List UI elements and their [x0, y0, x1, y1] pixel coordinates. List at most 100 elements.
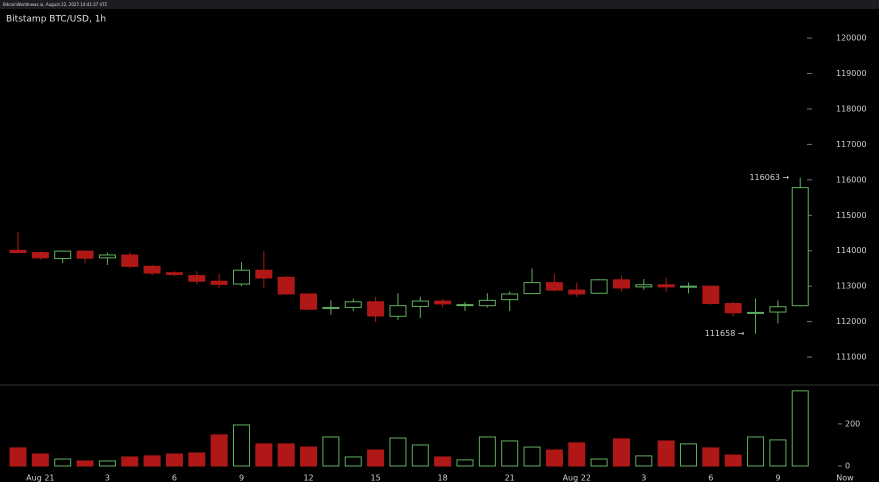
- candle-body: [456, 304, 474, 307]
- x-tick-label: 21: [505, 474, 515, 482]
- volume-bar: [165, 453, 183, 467]
- candle-body: [367, 301, 385, 317]
- candle-body: [434, 300, 452, 305]
- candle-body: [255, 269, 273, 279]
- candle-body: [277, 276, 295, 295]
- volume-bar: [233, 424, 250, 467]
- y-tick-label: 111000: [836, 353, 867, 362]
- chart-title: Bitstamp BTC/USD, 1h: [6, 15, 106, 25]
- x-tick-label: Aug 22: [563, 474, 591, 482]
- volume-bar: [300, 446, 318, 467]
- volume-bar: [434, 456, 452, 467]
- candle-body: [54, 250, 72, 260]
- candle-body: [411, 300, 429, 307]
- volume-bar: [389, 437, 407, 467]
- candle-body: [165, 272, 183, 275]
- y-tick-label: 120000: [836, 34, 867, 43]
- volume-bar: [501, 440, 519, 467]
- candle-body: [680, 285, 697, 288]
- volume-bar: [31, 453, 49, 467]
- candle-body: [344, 301, 362, 308]
- candle-body: [210, 280, 228, 285]
- candle-body: [545, 282, 563, 291]
- candle-body: [188, 275, 206, 282]
- candle-body: [791, 187, 809, 307]
- x-end-label: Now: [836, 474, 854, 482]
- candle-body: [121, 254, 139, 267]
- y-tick-label: 117000: [836, 140, 867, 149]
- candle-body: [76, 250, 94, 259]
- volume-bar: [568, 442, 586, 467]
- volume-bar: [121, 456, 139, 467]
- volume-bar: [612, 438, 630, 467]
- candle-body: [769, 306, 787, 313]
- volume-bar: [367, 449, 385, 467]
- volume-bar: [747, 436, 765, 467]
- candle-body: [612, 279, 630, 289]
- volume-bar: [344, 456, 362, 467]
- volume-bar: [791, 390, 809, 467]
- candle-body: [233, 269, 250, 285]
- y-tick-label: 116000: [836, 175, 867, 184]
- x-tick-label: 18: [438, 474, 448, 482]
- x-tick-label: 9: [775, 474, 780, 482]
- y-tick-label: 114000: [836, 246, 867, 255]
- x-tick-label: 12: [303, 474, 313, 482]
- x-tick-label: 3: [641, 474, 646, 482]
- y-tick-label: 112000: [836, 317, 867, 326]
- volume-tick-label: 200: [845, 419, 860, 428]
- volume-bar: [680, 443, 697, 467]
- candle-body: [747, 311, 765, 314]
- candle-body: [702, 285, 720, 305]
- y-tick-label: 119000: [836, 69, 867, 78]
- volume-bar: [9, 447, 27, 467]
- candle-body: [501, 293, 519, 301]
- volume-bar: [255, 443, 273, 467]
- volume-bar: [545, 449, 563, 467]
- volume-tick-label: 0: [845, 462, 850, 471]
- candle-body: [31, 252, 49, 259]
- volume-bar: [54, 458, 72, 467]
- y-tick-label: 115000: [836, 211, 867, 220]
- candle-body: [322, 306, 340, 310]
- y-tick-label: 118000: [836, 104, 867, 113]
- volume-bar: [210, 434, 228, 467]
- volume-bar: [769, 439, 787, 467]
- candle-body: [724, 303, 742, 314]
- candle-body: [478, 299, 496, 307]
- x-tick-label: 6: [708, 474, 713, 482]
- volume-bar: [635, 455, 653, 467]
- candle-body: [143, 265, 161, 274]
- y-tick-label: 113000: [836, 282, 867, 291]
- annotation: 116063 →: [749, 173, 789, 182]
- volume-bar: [456, 459, 474, 467]
- volume-bar: [702, 447, 720, 467]
- volume-bar: [98, 460, 116, 467]
- candle-body: [657, 284, 675, 288]
- header-bar: [0, 0, 879, 9]
- volume-bar: [478, 436, 496, 467]
- x-tick-label: 9: [239, 474, 244, 482]
- header-text: BitcoinWorldnews.io, August 22, 2025 14:…: [3, 2, 108, 7]
- volume-bar: [523, 446, 541, 467]
- volume-bar: [277, 443, 295, 467]
- volume-bar: [76, 460, 94, 467]
- volume-bar: [322, 436, 340, 467]
- volume-bar: [590, 458, 608, 467]
- volume-bar: [143, 455, 161, 467]
- candle-body: [98, 254, 116, 259]
- x-tick-label: 6: [172, 474, 177, 482]
- x-tick-label: 15: [371, 474, 381, 482]
- volume-bar: [724, 454, 742, 467]
- volume-bar: [411, 444, 429, 467]
- candle-body: [300, 293, 318, 310]
- candle-body: [523, 282, 541, 295]
- candle-body: [590, 279, 608, 294]
- annotation: 111658 →: [705, 329, 745, 338]
- x-tick-label: 3: [105, 474, 110, 482]
- x-tick-label: Aug 21: [26, 474, 54, 482]
- candle-body: [635, 284, 653, 288]
